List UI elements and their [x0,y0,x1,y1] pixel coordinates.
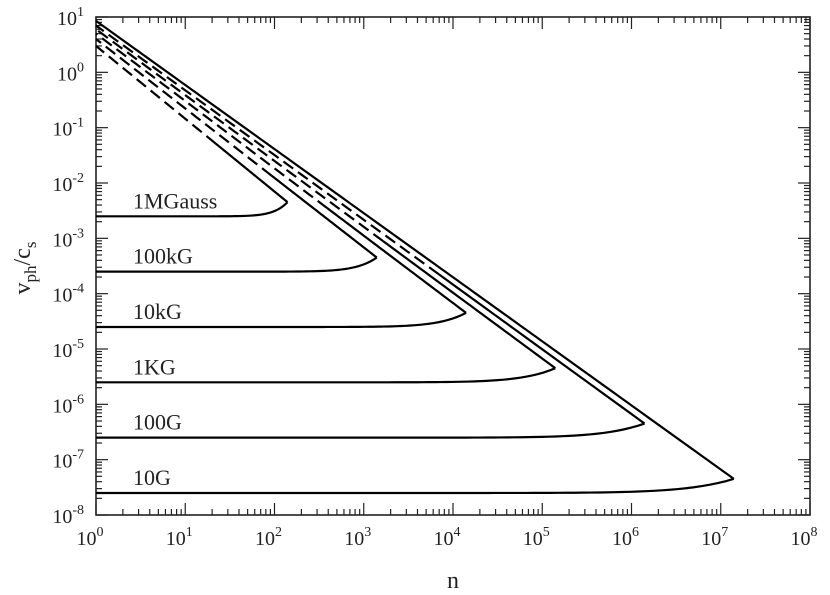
x-tick-label: 106 [612,525,639,550]
curve-label: 10G [133,465,171,490]
curve-lower-branch [96,367,556,384]
curve-upper-dashed [95,24,440,276]
curve-lower-branch [96,256,378,273]
y-tick-label: 10-7 [52,448,84,473]
curve-upper-solid [326,207,467,314]
y-tick-label: 10-8 [52,503,84,528]
y-tick-label: 10-1 [52,116,84,141]
curve-upper-solid [215,142,289,204]
y-tick-label: 101 [57,5,84,30]
curve-label: 1MGauss [133,188,217,213]
x-tick-label: 105 [523,525,550,550]
curve-upper-solid [382,240,556,370]
x-tick-label: 103 [344,525,371,550]
data-curves [95,20,735,495]
curve-label: 100kG [133,244,193,269]
plot-frame [95,16,811,516]
curve-upper-dashed [95,38,273,177]
curve-label: 10kG [133,299,182,324]
x-tick-label: 102 [255,525,282,550]
tick-labels: 100 101 102 103 104 105 106 107 108 10-8 10-7 10-6 1… [52,5,817,550]
y-tick-label: 100 [57,60,84,85]
y-axis-title: vph/cs [10,242,40,295]
axis-ticks [95,16,811,516]
x-tick-label: 107 [701,525,728,550]
x-tick-label: 104 [434,525,461,550]
curve-upper-solid [438,273,646,425]
curve-lower-branch [96,311,467,329]
curve-label: 100G [133,410,182,435]
curve-upper-solid [350,203,735,480]
y-tick-label: 10-2 [52,171,84,196]
curve-labels: 1MGauss 100kG 10kG 1KG 100G 10G [133,188,217,490]
x-tick-label: 100 [77,525,104,550]
curve-label: 1KG [133,354,176,379]
curve-upper-dashed [95,45,217,145]
y-tick-label: 10-4 [52,282,84,307]
x-tick-label: 108 [791,525,818,550]
x-tick-label: 101 [166,525,193,550]
curve-upper-dashed [95,20,352,205]
curve-upper-dashed [95,28,384,242]
curve-lower-branch [96,422,645,439]
curve-upper-dashed [95,32,328,210]
y-tick-label: 10-3 [52,226,84,251]
curve-lower-branch [96,201,289,218]
y-tick-label: 10-6 [52,392,84,417]
x-axis-title: n [447,568,459,594]
y-tick-label: 10-5 [52,337,84,362]
curve-lower-branch [96,477,735,495]
curve-upper-solid [270,174,378,259]
